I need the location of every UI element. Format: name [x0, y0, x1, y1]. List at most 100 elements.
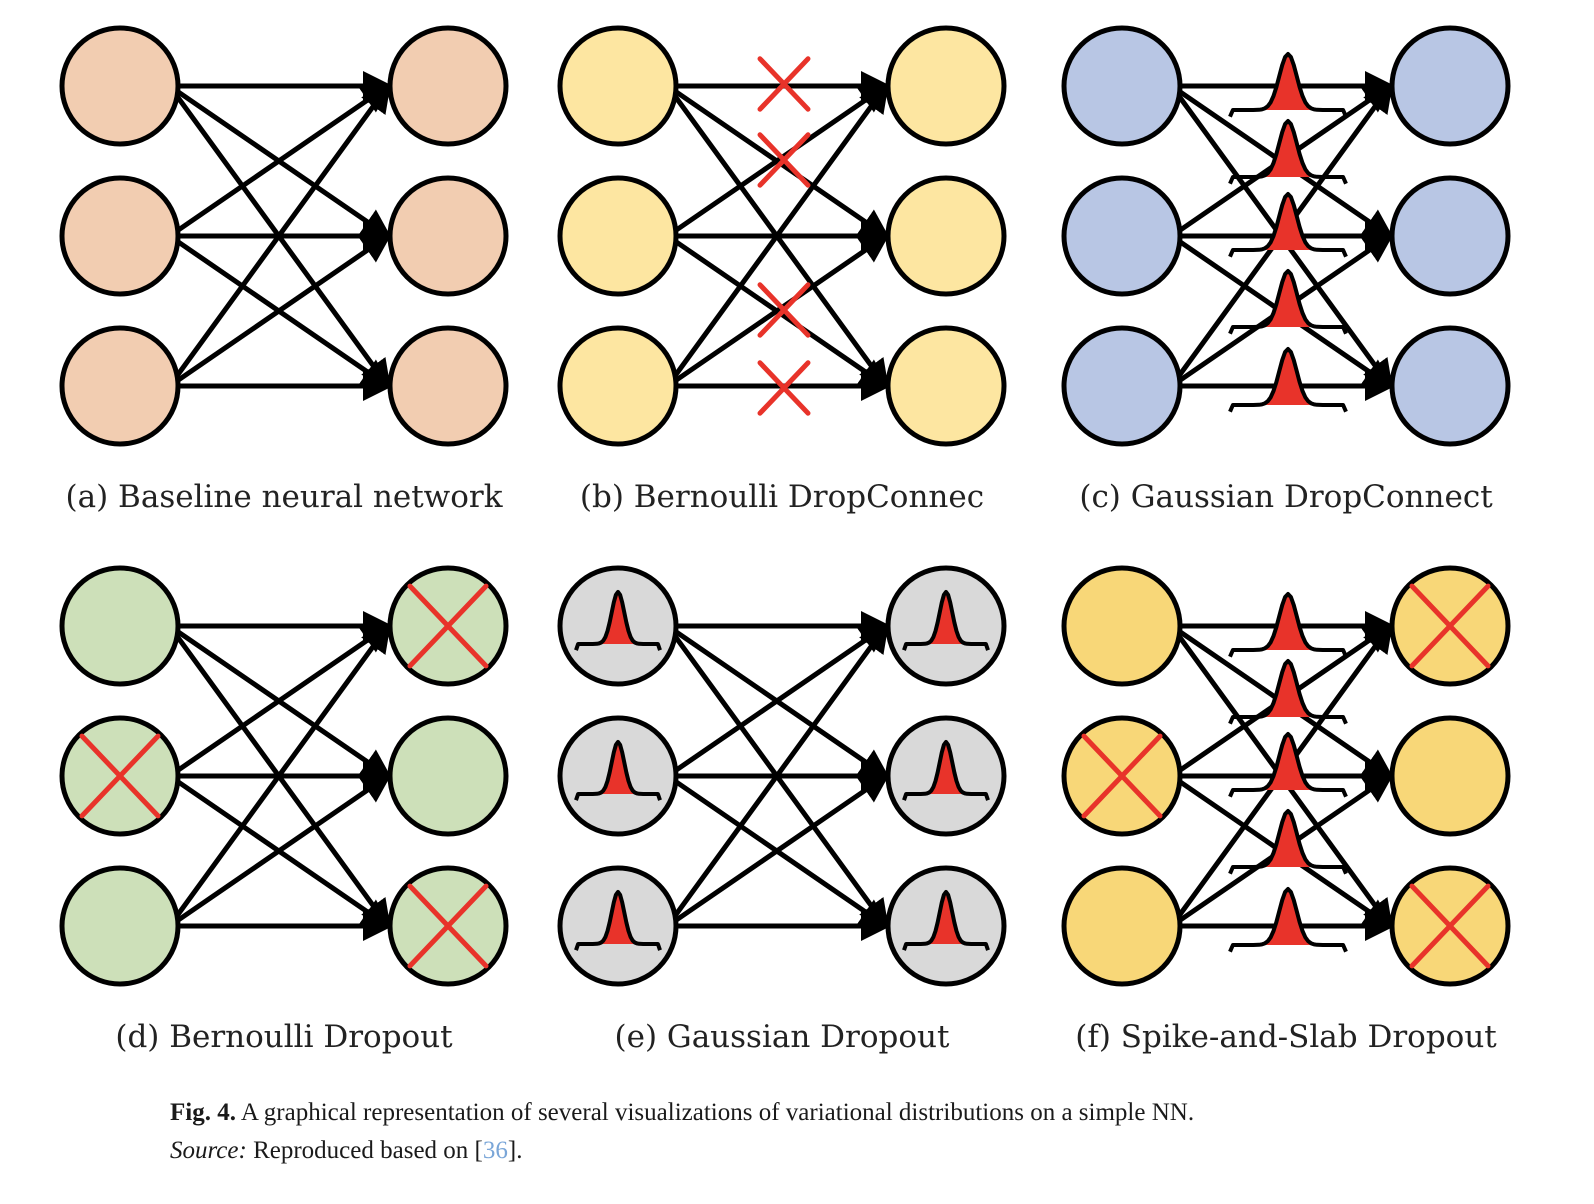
- input-node-1: [59, 565, 181, 687]
- gaussian-fill: [1230, 594, 1346, 650]
- output-node-3: [1389, 325, 1511, 447]
- cross-stroke: [1409, 883, 1491, 969]
- gaussian-curve: [1228, 52, 1348, 118]
- reference-link[interactable]: 36: [482, 1137, 508, 1164]
- edge-3-2: [670, 233, 891, 386]
- edges: [669, 611, 891, 941]
- source-text: Reproduced based on [36].: [253, 1137, 522, 1164]
- edge-gaussian-icon: [1228, 192, 1348, 258]
- cross-stroke: [757, 282, 811, 338]
- edge-drop-cross: [757, 132, 811, 188]
- edge-gaussian-icon: [1228, 887, 1348, 953]
- edge-3-1: [669, 81, 889, 382]
- gaussian-fill: [576, 592, 660, 644]
- input-node-1: [557, 25, 679, 147]
- source-label: Source:: [170, 1137, 247, 1164]
- edge-gaussian-icon: [1228, 269, 1348, 335]
- edge-3-2: [172, 233, 393, 386]
- output-node-drop-cross: [1409, 583, 1491, 669]
- gaussian-curve: [902, 740, 990, 801]
- edge-3-2: [172, 773, 393, 926]
- input-node-3: [1061, 325, 1183, 447]
- panel-caption-e: (e) Gaussian Dropout: [615, 1019, 950, 1055]
- nodes: [59, 565, 509, 987]
- gaussian-curve: [574, 590, 662, 651]
- panel-c: (c) Gaussian DropConnect: [1061, 25, 1511, 515]
- gaussian-curve: [1228, 659, 1348, 725]
- output-node-drop-cross: [407, 583, 489, 669]
- edge-gaussian-icon: [1228, 347, 1348, 413]
- input-node-drop-cross: [1081, 733, 1163, 819]
- gaussian-fill: [1230, 811, 1346, 867]
- panel-caption-d: (d) Bernoulli Dropout: [115, 1019, 453, 1055]
- input-node-2: [59, 175, 181, 297]
- edge-gaussian-icon: [1228, 732, 1348, 798]
- cross-stroke: [407, 883, 489, 969]
- gaussian-curve: [1228, 809, 1348, 875]
- output-node-1: [885, 25, 1007, 147]
- edge-gaussian-icon: [1228, 119, 1348, 185]
- nodes: [1061, 565, 1511, 987]
- output-node-2: [885, 175, 1007, 297]
- panel-caption-b: (b) Bernoulli DropConnec: [580, 479, 984, 515]
- input-node-2: [557, 175, 679, 297]
- gaussian-fill: [904, 592, 988, 644]
- gaussian-fill: [1230, 194, 1346, 250]
- edge-1-3: [171, 630, 391, 931]
- panel-b: (b) Bernoulli DropConnec: [557, 25, 1007, 515]
- output-node-3: [885, 325, 1007, 447]
- nodes: [557, 25, 1007, 447]
- gaussian-fill: [904, 742, 988, 794]
- gaussian-curve: [1228, 732, 1348, 798]
- edge-3-1: [171, 621, 391, 922]
- edge-3-1: [171, 81, 391, 382]
- input-node-1: [1061, 25, 1183, 147]
- output-node-1: [1389, 25, 1511, 147]
- edge-1-3: [669, 630, 889, 931]
- nodes: [1061, 25, 1511, 447]
- gaussian-fill: [1230, 271, 1346, 327]
- gaussian-curve: [574, 740, 662, 801]
- gaussian-curve: [902, 890, 990, 951]
- edge-gaussian-icon: [1228, 592, 1348, 658]
- edge-2-1: [670, 623, 891, 776]
- source-text-before: Reproduced based on [: [253, 1137, 483, 1164]
- cross-stroke: [1081, 733, 1163, 819]
- source-text-after: ].: [507, 1137, 523, 1164]
- gaussian-curve: [1228, 192, 1348, 258]
- input-node-3: [557, 325, 679, 447]
- input-node-3: [1061, 865, 1183, 987]
- input-node-3: [59, 325, 181, 447]
- output-node-drop-cross: [1409, 883, 1491, 969]
- gaussian-curve: [1228, 887, 1348, 953]
- output-node-2: [387, 175, 509, 297]
- nodes: [557, 565, 1007, 987]
- gaussian-fill: [1230, 121, 1346, 177]
- output-node-3: [387, 325, 509, 447]
- gaussian-curve: [574, 890, 662, 951]
- panel-caption-c: (c) Gaussian DropConnect: [1079, 479, 1493, 515]
- input-node-2: [1061, 175, 1183, 297]
- panel-caption-a: (a) Baseline neural network: [66, 479, 503, 515]
- gaussian-curve: [1228, 269, 1348, 335]
- edge-2-1: [172, 623, 393, 776]
- input-node-gaussian-icon: [574, 890, 662, 951]
- panel-a: (a) Baseline neural network: [59, 25, 509, 515]
- output-node-gaussian-icon: [902, 590, 990, 651]
- figure-number: Fig. 4.: [170, 1099, 236, 1126]
- edge-drop-cross: [757, 56, 811, 112]
- edge-gaussian-icon: [1228, 809, 1348, 875]
- edge-1-3: [171, 90, 391, 391]
- edge-2-1: [172, 83, 393, 236]
- edge-2-1: [670, 83, 891, 236]
- edges: [669, 71, 891, 401]
- output-node-2: [1389, 715, 1511, 837]
- figure-caption: Fig. 4. A graphical representation of se…: [170, 1094, 1550, 1170]
- edge-drop-cross: [757, 360, 811, 416]
- input-node-gaussian-icon: [574, 740, 662, 801]
- output-node-2: [387, 715, 509, 837]
- cross-stroke: [757, 360, 811, 416]
- panel-e: (e) Gaussian Dropout: [557, 565, 1007, 1055]
- input-node-gaussian-icon: [574, 590, 662, 651]
